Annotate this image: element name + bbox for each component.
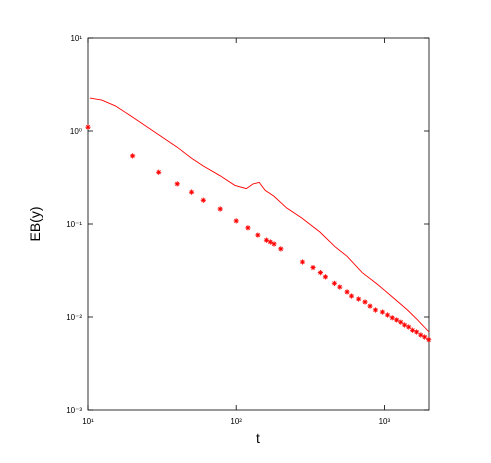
data-marker bbox=[384, 312, 391, 318]
data-marker bbox=[402, 322, 408, 328]
data-marker bbox=[426, 337, 432, 343]
data-marker bbox=[245, 225, 251, 231]
data-marker bbox=[356, 296, 362, 302]
data-marker bbox=[156, 169, 162, 175]
data-marker bbox=[372, 307, 379, 313]
data-marker bbox=[233, 218, 239, 224]
x-axis-label: t bbox=[256, 430, 260, 446]
x-tick-label: 10¹ bbox=[82, 417, 94, 426]
plot-frame bbox=[87, 37, 430, 411]
data-marker bbox=[418, 332, 424, 338]
data-marker bbox=[278, 246, 284, 252]
data-marker bbox=[255, 232, 261, 238]
y-tick-label: 10⁰ bbox=[70, 127, 82, 136]
data-marker bbox=[379, 309, 386, 315]
data-marker bbox=[414, 329, 420, 335]
y-tick-label: 10⁻³ bbox=[66, 406, 82, 415]
data-marker bbox=[317, 270, 323, 276]
data-marker bbox=[322, 274, 329, 280]
y-tick-label: 10⁻² bbox=[66, 313, 82, 322]
x-tick-label: 10³ bbox=[379, 417, 391, 426]
data-marker bbox=[299, 259, 306, 265]
data-marker bbox=[394, 317, 400, 323]
y-axis-label: EB(y) bbox=[27, 207, 43, 242]
data-marker bbox=[130, 153, 136, 159]
data-marker bbox=[200, 197, 206, 203]
data-marker bbox=[331, 280, 338, 286]
data-marker bbox=[406, 324, 412, 330]
data-marker bbox=[310, 264, 316, 271]
data-marker bbox=[217, 206, 223, 212]
data-marker bbox=[85, 124, 91, 130]
data-marker bbox=[398, 319, 404, 325]
data-marker bbox=[362, 299, 368, 305]
data-marker bbox=[337, 284, 343, 290]
data-marker bbox=[174, 181, 180, 187]
data-marker bbox=[344, 289, 350, 295]
data-marker bbox=[367, 303, 373, 309]
data-marker bbox=[267, 239, 273, 245]
data-marker bbox=[348, 293, 355, 299]
data-marker bbox=[422, 334, 428, 340]
data-marker bbox=[409, 327, 416, 333]
data-marker bbox=[188, 189, 195, 195]
data-line bbox=[89, 97, 430, 333]
data-marker bbox=[271, 241, 277, 247]
x-tick-label: 10² bbox=[230, 417, 242, 426]
y-tick-label: 10⁻¹ bbox=[66, 220, 82, 229]
y-tick-label: 10¹ bbox=[70, 34, 82, 43]
data-marker bbox=[389, 315, 395, 321]
data-marker bbox=[263, 237, 270, 243]
